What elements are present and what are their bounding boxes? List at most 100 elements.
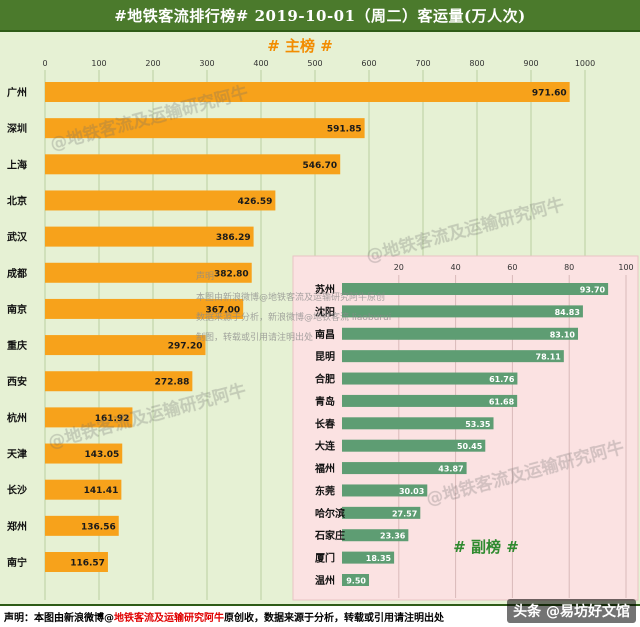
main-data-label: 272.88: [155, 378, 190, 388]
main-x-tick-label: 200: [145, 59, 160, 68]
sub-category-label: 石家庄: [314, 529, 345, 542]
main-x-tick-label: 1000: [575, 59, 595, 68]
note-line-1: 声明: [196, 270, 214, 282]
main-data-label: 136.56: [81, 522, 116, 532]
sub-bar: [342, 283, 609, 295]
main-category-label: 杭州: [7, 411, 27, 424]
sub-x-tick-label: 100: [618, 263, 633, 272]
main-data-label: 143.05: [85, 450, 120, 460]
sub-category-label: 厦门: [315, 552, 335, 565]
main-x-tick-label: 600: [361, 59, 376, 68]
main-category-label: 广州: [7, 86, 27, 99]
note-line-4: 制图，转载或引用请注明出处: [196, 331, 313, 343]
sub-category-label: 昆明: [315, 351, 335, 363]
main-bar: [45, 479, 122, 500]
main-bar: [45, 262, 252, 283]
main-data-label: 971.60: [532, 89, 567, 99]
sub-data-label: 53.35: [465, 420, 491, 429]
main-bar: [45, 82, 570, 102]
main-category-label: 长沙: [7, 484, 27, 497]
main-data-label: 161.92: [95, 414, 130, 424]
main-bar: [45, 371, 193, 392]
sub-data-label: 43.87: [438, 465, 463, 474]
sub-category-label: 长春: [315, 417, 335, 430]
sub-x-tick-label: 60: [507, 263, 517, 272]
sub-category-label: 苏州: [315, 283, 335, 296]
main-bar: [45, 190, 276, 211]
chart-title-banner: #地铁客流排行榜# 2019-10-01（周二）客运量(万人次): [0, 0, 640, 30]
main-category-label: 南宁: [7, 556, 27, 569]
footer-suffix: 原创收，数据来源于分析，转载或引用请注明出处: [224, 613, 444, 624]
main-x-tick-label: 900: [523, 59, 538, 68]
note-line-3: 数据来源于分析，新浪微博@地铁客流 liaoburui: [196, 311, 391, 323]
sub-data-label: 61.76: [489, 375, 515, 384]
sub-data-label: 30.03: [399, 487, 424, 496]
sub-bar: [342, 327, 579, 340]
main-category-label: 上海: [7, 158, 27, 171]
main-data-label: 116.57: [70, 559, 105, 569]
sub-bar: [342, 372, 518, 385]
main-bar: [45, 226, 254, 247]
sub-chart-x-axis: 20 40 60 80 100: [394, 263, 634, 272]
main-bar: [45, 335, 206, 356]
sub-bar: [342, 529, 409, 542]
main-data-label: 546.70: [302, 161, 337, 171]
main-x-tick-label: 800: [469, 59, 484, 68]
sub-data-label: 83.10: [550, 330, 576, 339]
sub-bar: [342, 350, 564, 363]
sub-category-label: 合肥: [314, 373, 335, 386]
main-bar: [45, 154, 341, 175]
main-bar: [45, 552, 108, 572]
main-category-label: 武汉: [7, 231, 28, 244]
main-category-label: 西安: [7, 375, 27, 388]
sub-chart-bars: 苏州 93.70 沈阳 84.83 南昌 83.10 昆明 78.11 合肥 61.76 青岛 61.…: [314, 283, 609, 587]
sub-x-tick-label: 20: [394, 263, 404, 272]
main-category-label: 郑州: [7, 520, 27, 533]
sub-data-label: 50.45: [457, 442, 483, 451]
main-chart-bars: 广州 971.60 深圳 591.85 上海 546.70 北京 426.59 武汉 386.29…: [7, 82, 570, 572]
main-data-label: 141.41: [84, 486, 119, 496]
sub-category-label: 沈阳: [315, 305, 335, 318]
sub-data-label: 23.36: [380, 532, 406, 541]
footer-author: 地铁客流及运输研究阿牛: [114, 613, 224, 624]
main-x-tick-label: 500: [307, 59, 322, 68]
sub-bar: [342, 462, 467, 475]
sub-x-tick-label: 80: [564, 263, 574, 272]
main-x-tick-label: 100: [91, 59, 106, 68]
sub-bar: [342, 394, 518, 407]
sub-x-tick-label: 40: [451, 263, 461, 272]
sub-bar: [342, 551, 395, 564]
main-chart-x-axis: 0 100 200 300 400 500 600 700 800 900 1000: [42, 59, 595, 68]
site-watermark: 头条 @易坊好文馆: [507, 599, 636, 623]
main-data-label: 367.00: [205, 305, 240, 315]
main-bar: [45, 298, 244, 319]
sub-category-label: 东莞: [315, 484, 335, 497]
main-data-label: 297.20: [168, 342, 203, 352]
chart-title: #地铁客流排行榜# 2019-10-01（周二）客运量(万人次): [114, 6, 526, 25]
sub-data-label: 18.35: [366, 554, 392, 563]
main-category-label: 南京: [7, 303, 27, 316]
main-data-label: 382.80: [214, 269, 249, 279]
footer-disclaimer: 声明：本图由新浪微博@ 地铁客流及运输研究阿牛 原创收，数据来源于分析，转载或引用请…: [0, 604, 640, 627]
footer-prefix: 声明：本图由新浪微博@: [4, 613, 114, 624]
main-bar: [45, 118, 365, 139]
sub-category-label: 青岛: [315, 395, 335, 408]
sub-data-label: 9.50: [346, 577, 366, 586]
sub-category-label: 温州: [315, 574, 335, 587]
sub-bar: [342, 417, 494, 430]
main-x-tick-label: 0: [42, 59, 47, 68]
main-category-label: 深圳: [7, 122, 27, 135]
sub-bar: [342, 574, 369, 586]
main-x-tick-label: 400: [253, 59, 268, 68]
sub-data-label: 61.68: [489, 397, 515, 406]
sub-category-label: 南昌: [315, 328, 335, 341]
main-category-label: 北京: [7, 194, 27, 207]
main-bar: [45, 443, 123, 464]
copyright-note: 声明 本图由新浪微博@地铁客流及运输研究阿牛原创 数据来源于分析，新浪微博@地铁…: [196, 270, 391, 343]
sub-category-label: 福州: [314, 462, 335, 475]
main-category-label: 重庆: [7, 339, 27, 352]
sub-category-label: 哈尔滨: [315, 507, 345, 520]
sub-data-label: 78.11: [536, 353, 562, 362]
sub-data-label: 27.57: [392, 509, 417, 518]
title-divider: [0, 30, 640, 32]
